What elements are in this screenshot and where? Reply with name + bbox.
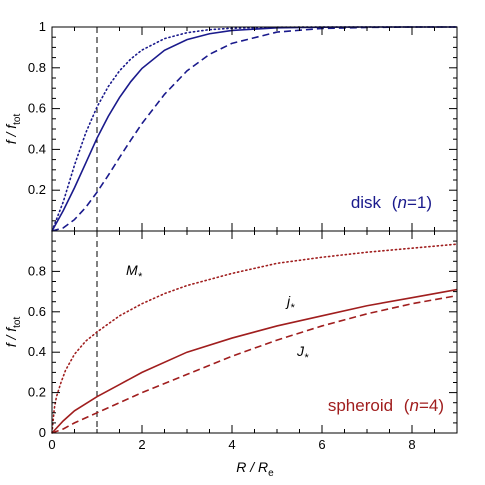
- bottom-series-j-solid: [51, 288, 458, 434]
- top-y-tick-label: 0.6: [28, 101, 46, 116]
- bottom-series-mass-dotted: [51, 243, 458, 434]
- top-y-tick-label: 0.4: [28, 141, 46, 156]
- top-panel-label-name: disk: [351, 193, 382, 212]
- x-axis-label-main: R / R: [236, 459, 268, 475]
- bottom-y-tick-label: 0.4: [28, 344, 46, 359]
- top-y-axis-label-main: f / f: [3, 123, 19, 145]
- annotation-mass: M*: [126, 262, 143, 283]
- top-panel-label-open: (: [392, 193, 398, 212]
- panel-spheroid: 0 0.2 0.4 0.6 0.8 0 2 4 6 8 spheroid (n=4) f / ft…: [3, 230, 458, 479]
- bottom-panel-label-close: ): [438, 396, 444, 415]
- bottom-panel-label: spheroid (n=4): [328, 396, 444, 415]
- bottom-y-tick-label: 0.6: [28, 304, 46, 319]
- bottom-x-tick-label: 8: [408, 437, 415, 452]
- bottom-series-J-dashed: [51, 294, 458, 434]
- annotation-J-main: J: [296, 343, 305, 359]
- top-y-tick-label: 1: [39, 19, 46, 34]
- bottom-y-tick-label: 0: [39, 425, 46, 440]
- top-y-axis-label-sub: tot: [12, 113, 23, 124]
- bottom-x-tick-label: 6: [318, 437, 325, 452]
- top-series-J-dashed: [51, 26, 457, 232]
- annotation-j: j*: [285, 293, 295, 314]
- top-y-tick-label: 0.8: [28, 60, 46, 75]
- bottom-x-tick-label: 4: [228, 437, 235, 452]
- bottom-panel-label-eq: =4: [419, 396, 438, 415]
- annotation-mass-main: M: [126, 262, 138, 278]
- top-y-tick-label: 0.2: [28, 182, 46, 197]
- panel-disk: 0.2 0.4 0.6 0.8 1 disk (n=1) f / ftot: [3, 19, 458, 232]
- top-panel-label-close: ): [426, 193, 432, 212]
- top-panel-label: disk (n=1): [351, 193, 432, 212]
- bottom-y-axis-label-sub: tot: [12, 316, 23, 327]
- annotation-J-sub: *: [304, 352, 309, 364]
- annotation-J: J*: [296, 343, 309, 364]
- bottom-y-tick-label: 0.8: [28, 263, 46, 278]
- annotation-j-main: j: [285, 293, 291, 309]
- bottom-panel-label-name: spheroid: [328, 396, 393, 415]
- x-axis-label: R / Re: [236, 459, 274, 479]
- top-panel-label-var: n: [397, 193, 406, 212]
- annotation-j-sub: *: [290, 302, 295, 314]
- bottom-panel-label-var: n: [409, 396, 418, 415]
- bottom-y-axis-label: f / ftot: [3, 316, 23, 347]
- top-y-axis-label: f / ftot: [3, 113, 23, 144]
- bottom-x-tick-label: 2: [138, 437, 145, 452]
- bottom-y-tick-label: 0.2: [28, 385, 46, 400]
- top-panel-label-eq: =1: [407, 193, 426, 212]
- bottom-x-tick-label: 0: [48, 437, 55, 452]
- x-axis-label-sub: e: [268, 468, 274, 479]
- bottom-y-axis-label-main: f / f: [3, 326, 19, 348]
- annotation-mass-sub: *: [138, 271, 143, 283]
- bottom-panel-label-open: (: [404, 396, 410, 415]
